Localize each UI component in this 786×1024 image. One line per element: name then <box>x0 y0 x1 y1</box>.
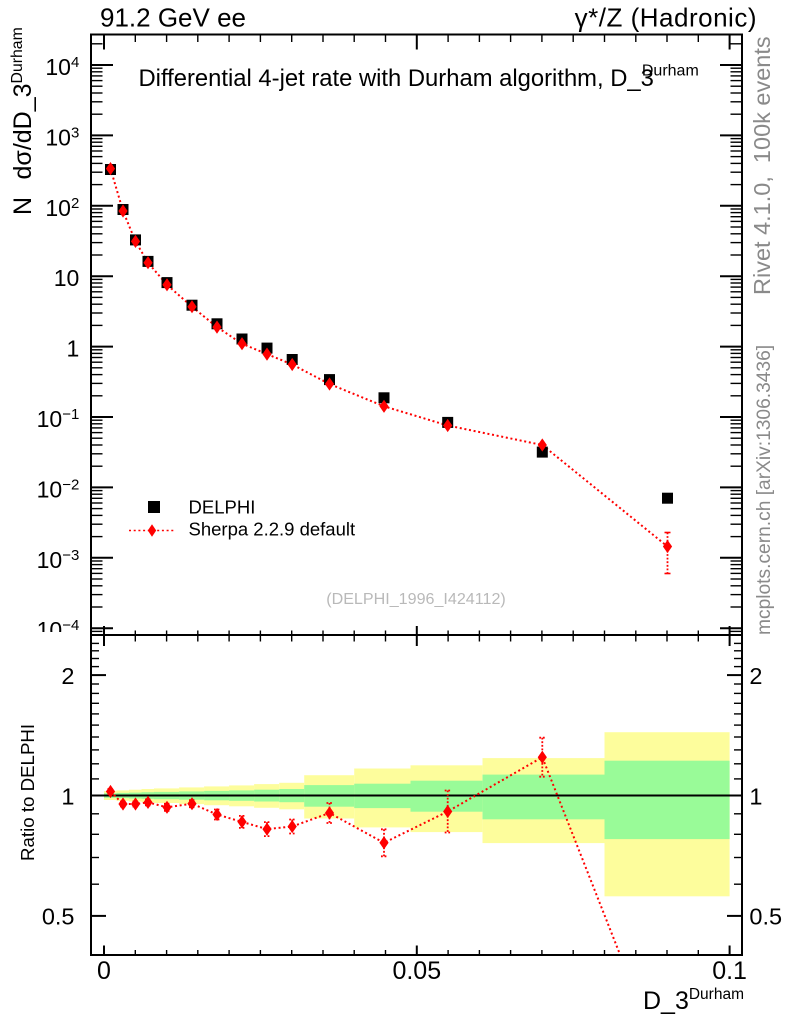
svg-text:1: 1 <box>61 783 74 809</box>
svg-text:1: 1 <box>67 336 80 362</box>
svg-text:DELPHI: DELPHI <box>189 497 256 518</box>
svg-text:0.5: 0.5 <box>42 904 75 930</box>
svg-text:mcplots.cern.ch [arXiv:1306.34: mcplots.cern.ch [arXiv:1306.3436] <box>754 345 775 635</box>
svg-text:0.5: 0.5 <box>749 904 782 930</box>
svg-text:Rivet 4.1.0, 100k events: Rivet 4.1.0, 100k events <box>749 36 775 295</box>
svg-text:10−1: 10−1 <box>37 406 80 432</box>
svg-text:0.1: 0.1 <box>712 957 747 985</box>
svg-text:(DELPHI_1996_I424112): (DELPHI_1996_I424112) <box>326 590 506 608</box>
svg-text:Sherpa 2.2.9 default: Sherpa 2.2.9 default <box>189 519 356 540</box>
svg-text:Ratio to DELPHI: Ratio to DELPHI <box>17 724 38 861</box>
svg-text:2: 2 <box>61 663 74 689</box>
svg-text:10−2: 10−2 <box>37 476 80 502</box>
svg-text:1: 1 <box>749 783 762 809</box>
svg-text:2: 2 <box>749 663 762 689</box>
svg-text:Differential 4-jet rate with D: Differential 4-jet rate with Durham algo… <box>139 63 699 93</box>
svg-text:0: 0 <box>97 957 111 985</box>
svg-text:γ*/Z (Hadronic): γ*/Z (Hadronic) <box>575 3 757 33</box>
svg-text:10: 10 <box>54 265 80 291</box>
svg-text:91.2 GeV ee: 91.2 GeV ee <box>100 3 246 33</box>
svg-text:0.05: 0.05 <box>392 957 441 985</box>
